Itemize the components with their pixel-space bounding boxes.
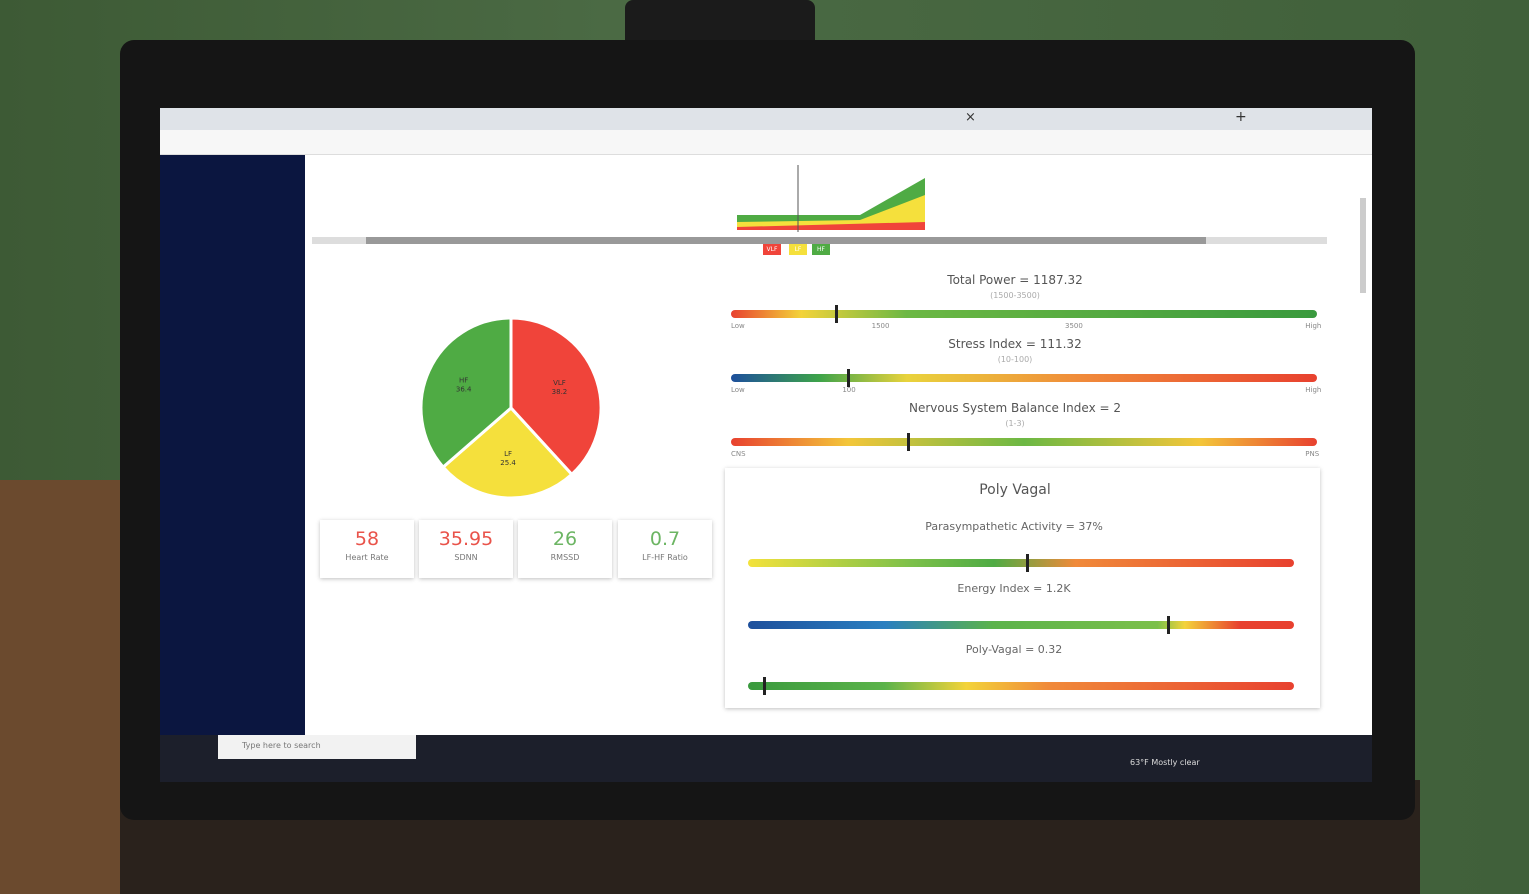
gauge-marker [847, 369, 850, 387]
pie-label: 25.4 [500, 459, 516, 467]
metric-value: 58 [354, 528, 380, 550]
weather[interactable]: 63°F Mostly clear [1130, 758, 1200, 767]
metric-card: 0.7 LF-HF Ratio [618, 520, 712, 578]
pie-label: HF [459, 376, 468, 384]
search-box[interactable]: Type here to search [218, 735, 416, 759]
gauge-title: Total Power = 1187.32 [947, 273, 1083, 287]
metric-card: 35.95 SDNN [419, 520, 513, 578]
gauge-marker [907, 433, 910, 451]
gauge-range: (10-100) [997, 355, 1033, 364]
pie-slice[interactable] [509, 316, 603, 477]
metric-label: SDNN [454, 553, 478, 562]
pie-label: 38.2 [552, 388, 568, 396]
taskbar: Type here to search 63°F Mostly clear [160, 735, 1372, 782]
pie-label: LF [504, 450, 512, 458]
sidebar [160, 155, 305, 735]
metric-value: 35.95 [438, 528, 494, 550]
pie-slice[interactable] [419, 316, 513, 470]
gauge-range: (1500-3500) [990, 291, 1040, 300]
gauge-tick-label: Low [731, 322, 745, 330]
pv-gauge-bar [748, 682, 1294, 690]
gauge-tick-label: Low [731, 386, 745, 394]
pv-gauge-bar [748, 559, 1294, 567]
gauge-tick-label: 3500 [1065, 322, 1083, 330]
gauge-tick-label: 1500 [871, 322, 890, 330]
area-vlf [737, 222, 925, 230]
legend-item: VLF [763, 244, 781, 255]
metric-label: RMSSD [550, 553, 580, 562]
metric-label: Heart Rate [345, 553, 389, 562]
metric-value: 0.7 [649, 528, 681, 550]
poly-vagal-title: Poly Vagal [979, 482, 1051, 498]
legend-item: HF [812, 244, 830, 255]
metric-label: LF-HF Ratio [642, 553, 688, 562]
search-text: Type here to search [242, 741, 321, 750]
pv-gauge-marker [1026, 554, 1029, 572]
gauge-range: (1-3) [1005, 419, 1025, 428]
range-slider[interactable] [366, 237, 1206, 244]
pv-gauge-bar [748, 621, 1294, 629]
gauge-title: Nervous System Balance Index = 2 [909, 401, 1121, 415]
pie-slice[interactable] [440, 405, 574, 500]
gauge-tick-label: High [1305, 322, 1322, 330]
gauge-bar [731, 438, 1317, 446]
metric-card: 26 RMSSD [518, 520, 612, 578]
legend-item: LF [789, 244, 807, 255]
gauge-marker [835, 305, 838, 323]
tab-bar: × + [160, 108, 1372, 130]
pie-label: 36.4 [456, 385, 472, 393]
metric-value: 26 [552, 528, 578, 550]
new-tab[interactable]: + [1235, 109, 1247, 125]
gauge-bar [731, 374, 1317, 382]
address-bar[interactable] [160, 130, 1372, 155]
scrollbar[interactable] [1360, 198, 1366, 293]
gauge-bar [731, 310, 1317, 318]
gauge-tick-label: CNS [731, 450, 746, 458]
pie-label: VLF [553, 379, 566, 387]
pv-gauge-title: Energy Index = 1.2K [957, 582, 1071, 595]
gauge-tick-label: High [1305, 386, 1322, 394]
pv-gauge-title: Poly-Vagal = 0.32 [965, 643, 1063, 656]
area-lf [737, 195, 925, 230]
pv-gauge-marker [763, 677, 766, 695]
gauge-tick-label: PNS [1305, 450, 1320, 458]
gauge-title: Stress Index = 111.32 [948, 337, 1082, 351]
gauge-tick-label: 100 [842, 386, 856, 394]
tab-close[interactable]: × [965, 110, 976, 125]
pv-gauge-title: Parasympathetic Activity = 37% [925, 520, 1103, 533]
poly-vagal-card: Poly Vagal [725, 468, 1320, 708]
pv-gauge-marker [1167, 616, 1170, 634]
metric-card: 58 Heart Rate [320, 520, 414, 578]
